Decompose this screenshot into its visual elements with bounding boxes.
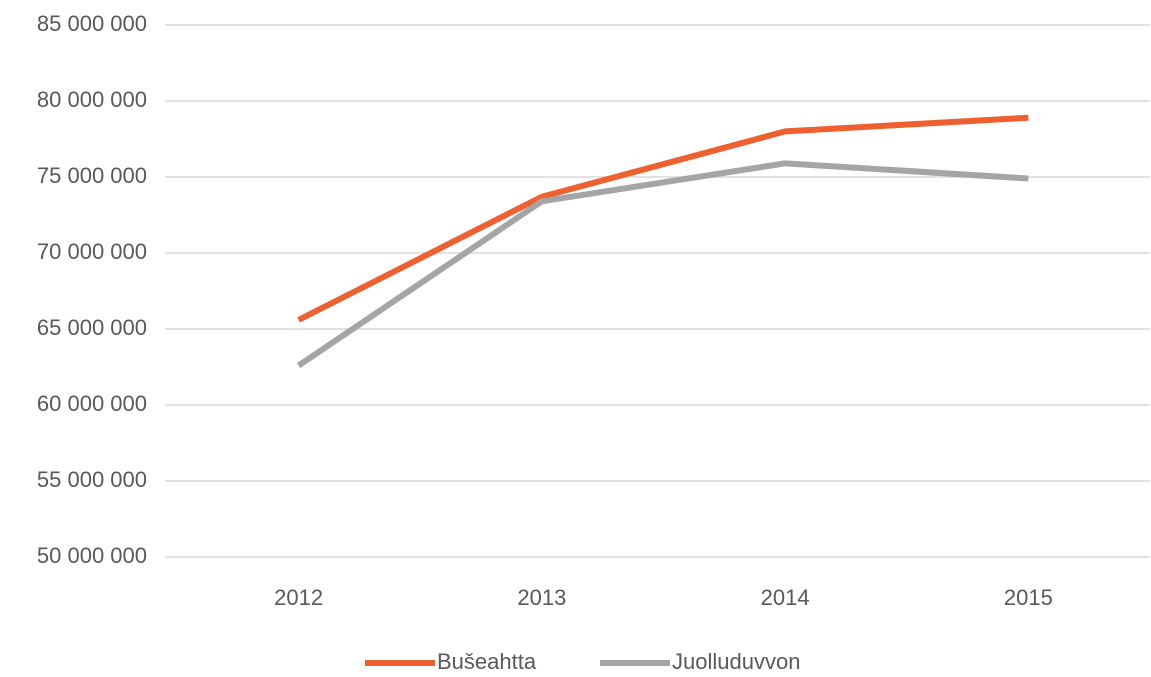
- y-tick-label: 80 000 000: [37, 87, 147, 112]
- legend-label: Bušeahtta: [437, 649, 537, 674]
- x-tick-label: 2012: [274, 585, 323, 610]
- x-tick-label: 2014: [761, 585, 810, 610]
- series-line: [296, 160, 1029, 368]
- y-tick-label: 75 000 000: [37, 163, 147, 188]
- series-line: [297, 114, 1029, 323]
- x-tick-label: 2015: [1004, 585, 1053, 610]
- y-tick-label: 60 000 000: [37, 391, 147, 416]
- y-tick-label: 85 000 000: [37, 11, 147, 36]
- y-tick-label: 55 000 000: [37, 467, 147, 492]
- y-tick-label: 65 000 000: [37, 315, 147, 340]
- legend-label: Juolluduvvon: [672, 649, 800, 674]
- y-tick-label: 50 000 000: [37, 543, 147, 568]
- y-tick-label: 70 000 000: [37, 239, 147, 264]
- x-tick-label: 2013: [517, 585, 566, 610]
